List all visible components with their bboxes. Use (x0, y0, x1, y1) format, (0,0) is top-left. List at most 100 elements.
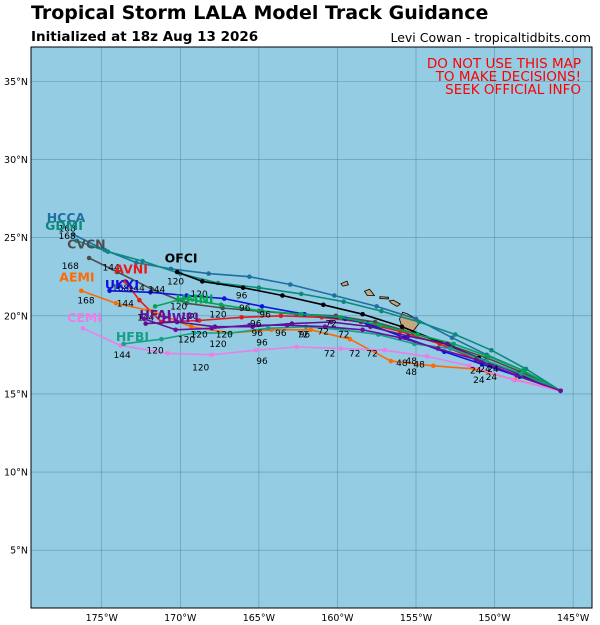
track-point (266, 326, 271, 331)
track-point (451, 341, 457, 347)
track-point (558, 388, 563, 394)
track-point (184, 301, 189, 306)
track-point (473, 357, 479, 362)
track-point (137, 297, 142, 303)
track-point (431, 363, 436, 369)
warning-box: DO NOT USE THIS MAP TO MAKE DECISIONS! S… (427, 56, 581, 98)
track-point (200, 279, 205, 284)
track-point (121, 341, 126, 347)
track-line (143, 318, 561, 392)
lat-tick-label: 5°N (10, 546, 28, 557)
track-point (489, 347, 494, 353)
track-point (514, 372, 519, 378)
warning-line-2: TO MAKE DECISIONS! (435, 69, 581, 85)
track-point (222, 296, 227, 301)
track-hour-label: 144 (114, 351, 131, 361)
track-point (415, 332, 420, 337)
model-tracks: 1681681681441201681441441681441201441209… (59, 224, 563, 394)
lat-tick-label: 35°N (4, 77, 28, 88)
lat-tick-label: 10°N (4, 468, 28, 479)
track-hour-label: 120 (147, 346, 164, 356)
track-hour-label: 168 (62, 262, 79, 272)
track-point (115, 269, 120, 275)
track-point (374, 304, 380, 309)
forecast-hour-label: 96 (236, 292, 248, 302)
track-point (453, 332, 458, 337)
track-point (196, 318, 202, 323)
track-point (299, 311, 304, 317)
track-point (123, 279, 128, 284)
track-point (338, 315, 343, 320)
forecast-hour-label: 24 (486, 373, 498, 383)
track-line (73, 233, 561, 392)
track-point (165, 351, 170, 356)
map-frame (30, 46, 593, 609)
init-time: Initialized at 18z Aug 13 2026 (31, 29, 259, 45)
track-point (174, 319, 180, 325)
forecast-hour-label: 96 (250, 320, 262, 330)
track-point (218, 302, 224, 308)
track-point (280, 293, 285, 298)
lat-tick-label: 15°N (4, 389, 28, 400)
model-label-hfbi: HFBI (116, 329, 149, 344)
warning-line-3: SEEK OFFICIAL INFO (445, 82, 581, 98)
forecast-hour-label: 24 (479, 365, 491, 375)
track-point (399, 324, 405, 330)
track-point (256, 285, 262, 291)
track-point (189, 324, 194, 330)
track-point (79, 288, 84, 294)
forecast-hour-label: 48 (406, 357, 418, 367)
model-label-gdmi: GDMI (45, 218, 83, 233)
track-line (154, 297, 561, 392)
track-point (341, 299, 347, 305)
track-line (145, 321, 561, 392)
track-hour-label: 168 (77, 296, 94, 306)
lon-tick-label: 150°W (478, 613, 511, 624)
track-point (332, 293, 337, 298)
track-hfbi: 144 120 (114, 324, 563, 394)
model-label-hwfi: HWFI (161, 310, 198, 325)
track-point (148, 290, 153, 295)
track-point (435, 346, 441, 351)
track-line (82, 327, 561, 392)
track-point (448, 346, 453, 351)
track-cemi: 120 96 (80, 326, 563, 394)
track-point (388, 358, 394, 364)
forecast-hour-label: 24 (487, 365, 499, 375)
track-line (76, 240, 562, 392)
track-point (294, 344, 299, 350)
track-point (80, 326, 86, 331)
track-point (377, 322, 383, 328)
track-point (247, 322, 252, 328)
track-hmni: 120 (152, 290, 563, 394)
track-point (360, 311, 365, 317)
forecast-hour-label: 48 (406, 368, 418, 378)
forecast-hour-label: 96 (275, 329, 287, 339)
track-point (445, 341, 450, 347)
track-hour-label: 144 (148, 285, 165, 295)
track-point (74, 238, 79, 244)
track-point (159, 336, 164, 342)
track-point (368, 324, 373, 330)
forecast-hour-label: 48 (396, 359, 408, 369)
lat-tick-label: 30°N (4, 155, 28, 166)
forecast-hour-label: 96 (256, 338, 268, 348)
track-point (173, 327, 178, 333)
lon-tick-label: 165°W (243, 613, 276, 624)
lon-tick-label: 160°W (321, 613, 354, 624)
track-point (228, 330, 233, 336)
model-label-aemi: AEMI (59, 269, 94, 284)
track-point (288, 282, 293, 287)
track-point (519, 371, 524, 376)
track-point (184, 293, 189, 298)
track-hour-label: 144 (117, 299, 134, 309)
track-point (134, 260, 139, 265)
forecast-hour-label: 120 (209, 310, 226, 320)
track-hour-label: 168 (59, 232, 76, 242)
forecast-hour-label: 120 (191, 331, 208, 341)
model-label-hfai: HFAI (139, 307, 171, 322)
track-point (141, 316, 147, 322)
forecast-hour-label: 48 (413, 360, 425, 370)
track-point (174, 269, 180, 275)
